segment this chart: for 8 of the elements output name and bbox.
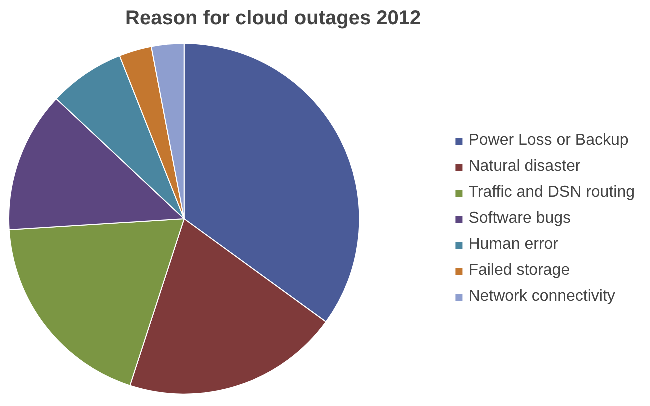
legend-label: Failed storage	[468, 262, 570, 280]
legend-label: Human error	[468, 236, 559, 254]
legend-label: Natural disaster	[468, 158, 581, 176]
legend-label: Traffic and DSN routing	[468, 184, 635, 202]
legend-label: Software bugs	[468, 210, 571, 228]
legend-label: Network connectivity	[468, 288, 616, 306]
chart-title: Reason for cloud outages 2012	[126, 8, 422, 30]
legend-label: Power Loss or Backup	[468, 132, 629, 150]
